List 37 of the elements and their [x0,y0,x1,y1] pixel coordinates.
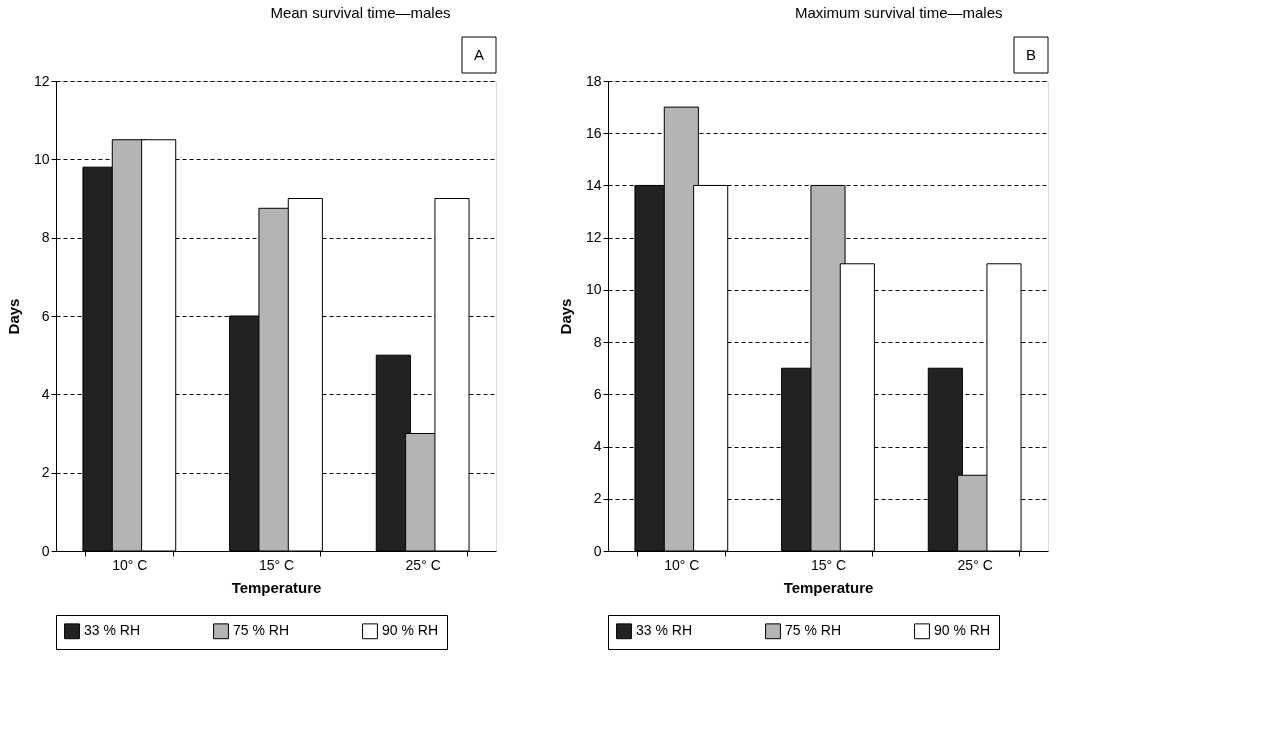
legend-label: 33 % RH [84,622,141,639]
x-tick-label: 10° C [112,556,148,573]
legend-label: 75 % RH [785,622,842,639]
x-tick-label: 15° C [810,556,847,573]
x-tick-label: 15° C [258,556,295,573]
y-axis-title: Days [556,298,574,335]
y-tick-label: 14 [585,176,602,193]
chart-title: Mean survival time—males [270,3,451,21]
y-axis-title: Days [4,298,22,335]
y-tick-label: 2 [593,490,602,507]
x-tick-label: 25° C [957,556,993,573]
y-tick-label: 16 [585,124,602,141]
y-tick-label: 2 [41,464,50,481]
legend-label: 75 % RH [233,622,290,639]
y-tick-label: 4 [593,438,602,455]
y-tick-label: 18 [585,72,602,89]
y-tick-label: 10 [585,281,602,298]
chart-title: Maximum survival time—males [794,3,1003,21]
y-tick-label: 8 [41,229,50,246]
y-tick-label: 4 [41,385,50,402]
legend-label: 90 % RH [934,622,991,639]
legend-label: 33 % RH [636,622,693,639]
text: B [1025,46,1037,63]
legend-label: 90 % RH [382,622,439,639]
y-tick-label: 12 [585,229,602,246]
y-tick-label: 0 [41,542,50,559]
text: A [473,46,485,63]
y-tick-label: 0 [593,542,602,559]
x-axis-title: Temperature [231,578,322,596]
y-tick-label: 10 [33,150,50,167]
x-axis-title: Temperature [783,578,874,596]
y-tick-label: 12 [33,72,50,89]
y-tick-label: 6 [593,385,602,402]
y-tick-label: 8 [593,333,602,350]
x-tick-label: 25° C [405,556,441,573]
y-tick-label: 6 [41,307,50,324]
x-tick-label: 10° C [664,556,700,573]
